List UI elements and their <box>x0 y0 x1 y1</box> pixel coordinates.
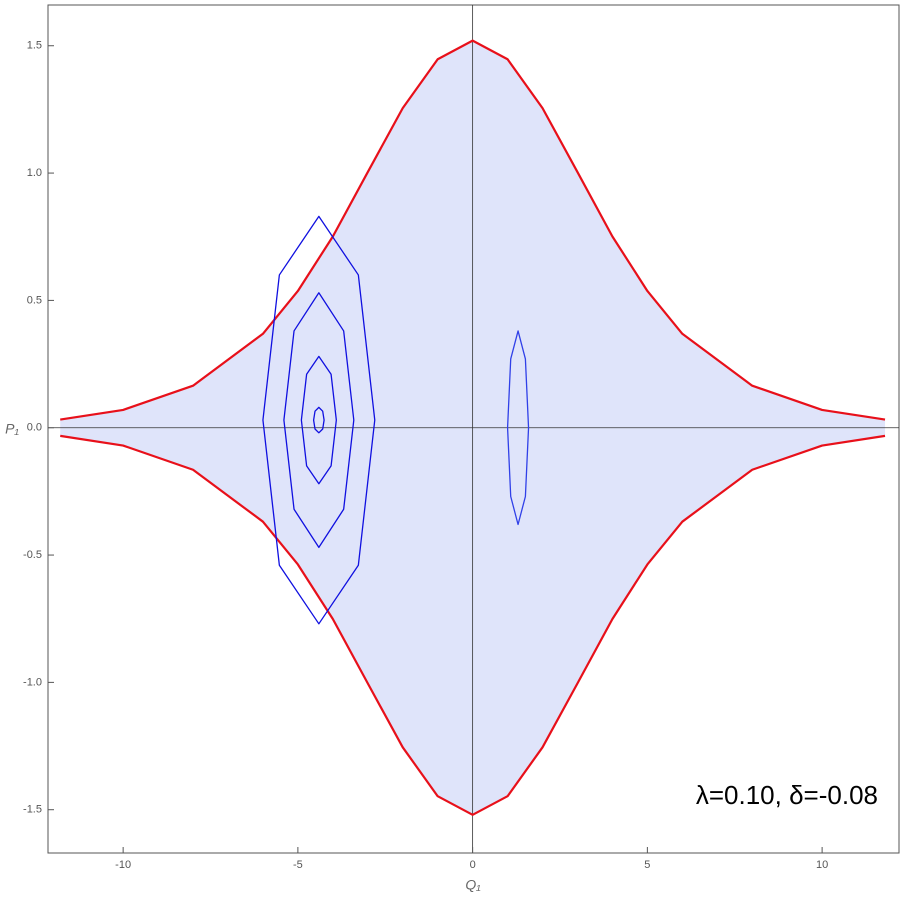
orbit-curve <box>300 355 337 485</box>
orbit-curve <box>60 434 886 816</box>
y-tick-label: -1.5 <box>23 804 42 816</box>
x-tick-label: 5 <box>644 859 650 871</box>
x-tick-label: -5 <box>293 859 303 871</box>
x-axis-label: Q₁ <box>465 877 481 893</box>
y-tick-label: 0.0 <box>27 422 42 434</box>
y-tick-label: -0.5 <box>23 549 42 561</box>
annotation: λ=0.10, δ=-0.08 <box>696 780 878 810</box>
plot-frame <box>47 4 900 854</box>
x-tick-label: 0 <box>470 859 476 871</box>
orbit-curve <box>312 406 325 434</box>
orbit-curve <box>506 330 530 526</box>
x-tick-label: -10 <box>115 859 131 871</box>
orbit-curve <box>60 39 886 421</box>
y-tick-label: 1.5 <box>27 40 42 52</box>
orbit-curve <box>262 215 376 625</box>
y-tick-label: -1.0 <box>23 676 42 688</box>
y-tick-label: 0.5 <box>27 294 42 306</box>
orbit-curve <box>283 292 355 549</box>
x-tick-label: 10 <box>816 859 828 871</box>
y-tick-label: 1.0 <box>27 167 42 179</box>
y-axis-label: P₁ <box>5 421 19 437</box>
